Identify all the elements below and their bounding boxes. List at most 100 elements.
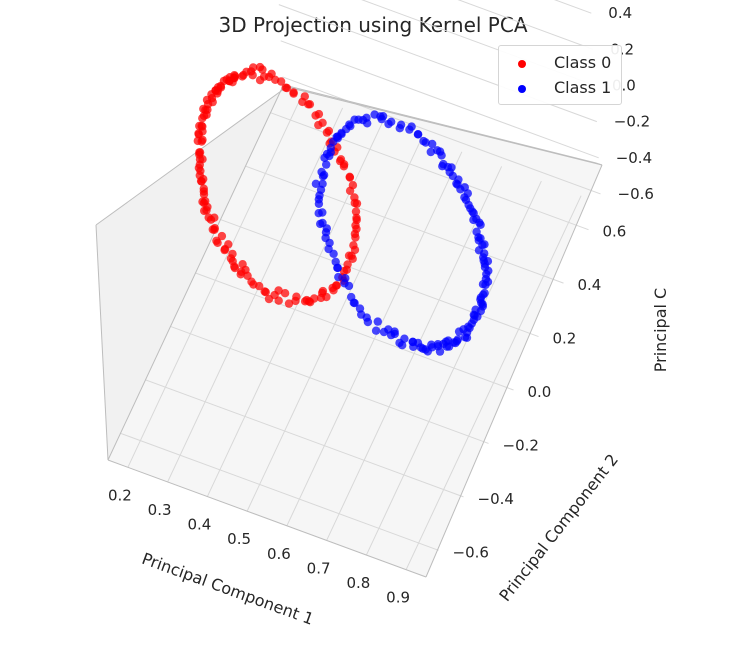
- class-0-point: [280, 289, 290, 298]
- x-tick-label-5: 0.7: [307, 559, 331, 577]
- class-0-point: [198, 155, 207, 164]
- y-grid-line-3: [195, 272, 514, 391]
- class-0-point: [352, 199, 362, 208]
- class-1-point: [344, 281, 354, 291]
- class-0-point: [276, 77, 286, 86]
- class-0-point: [228, 249, 237, 259]
- class-1-point: [463, 189, 472, 198]
- axis-edge-6: [595, 162, 603, 166]
- legend: Class 0 Class 1: [498, 45, 622, 105]
- class-0-point: [289, 89, 298, 98]
- class-1-point: [322, 160, 331, 169]
- class-1-point: [311, 179, 321, 188]
- class-1-point: [329, 249, 338, 258]
- class-1-point: [483, 257, 493, 266]
- class-1-point: [371, 326, 381, 335]
- class-0-point: [292, 292, 301, 301]
- class-1-point: [347, 292, 356, 302]
- class-1-point: [483, 277, 493, 286]
- axis-edge-1: [107, 85, 284, 461]
- class-0-point: [267, 69, 276, 79]
- class-0-point: [260, 287, 269, 296]
- class-0-point: [348, 181, 358, 190]
- class-1-point: [413, 130, 423, 139]
- y-axis-label: Principal Component 2: [495, 450, 622, 605]
- class-1-point: [476, 220, 485, 229]
- class-0-point: [217, 231, 227, 241]
- class-1-point: [315, 191, 324, 200]
- class-1-point: [341, 274, 350, 283]
- class-0-point: [349, 241, 358, 250]
- axis-edge-3: [425, 164, 603, 578]
- x-tick-label-2: 0.4: [187, 516, 211, 534]
- class-0-point: [249, 63, 258, 72]
- class-1-point: [396, 120, 406, 129]
- class-1-point: [376, 112, 385, 121]
- z-grid-line-back-1: [280, 40, 599, 159]
- y-tick-label-6: 0.6: [603, 223, 627, 241]
- left-pane: [96, 86, 288, 460]
- class-1-point: [326, 143, 335, 153]
- class-0-point: [284, 299, 294, 308]
- class-0-point: [208, 97, 217, 107]
- class-1-point: [345, 120, 354, 129]
- z-tick-label-5: 0.4: [608, 4, 632, 22]
- points-layer: [193, 62, 493, 356]
- y-grid-line-5: [245, 165, 564, 284]
- x-tick-label-1: 0.3: [148, 501, 172, 519]
- z-tick-label-2: −0.2: [614, 113, 650, 131]
- class-0-point: [255, 62, 265, 72]
- class-1-point: [426, 147, 435, 157]
- axis-edge-0: [107, 459, 427, 578]
- class-1-point: [390, 327, 399, 336]
- z-tick-label-1: −0.4: [616, 149, 652, 167]
- class-1-point: [333, 263, 342, 273]
- class-1-point: [333, 134, 342, 143]
- class-1-point: [318, 218, 327, 228]
- legend-label-class-0: Class 0: [554, 53, 612, 72]
- class-0-point: [318, 118, 327, 128]
- class-0-point: [352, 213, 361, 223]
- chart-title: 3D Projection using Kernel PCA: [218, 13, 527, 37]
- x-tick-label-4: 0.6: [267, 545, 291, 563]
- class-1-point: [325, 238, 334, 248]
- class-0-point: [305, 100, 315, 109]
- class-1-point: [384, 325, 393, 334]
- y-grid-line-0: [120, 432, 439, 551]
- class-0-point: [203, 202, 212, 212]
- class-1-point: [469, 315, 478, 325]
- class-1-point: [318, 179, 327, 188]
- class-0-point: [202, 110, 211, 120]
- class-0-point: [300, 92, 309, 101]
- z-axis-label: Principal C: [651, 288, 670, 372]
- legend-marker-class-1: [518, 85, 526, 93]
- axis-edge-2: [282, 85, 603, 166]
- class-1-point: [334, 272, 343, 282]
- class-1-point: [476, 234, 485, 243]
- class-0-point: [198, 127, 207, 136]
- x-tick-label-6: 0.8: [346, 574, 370, 592]
- tick-labels: 0.2 0.3 0.4 0.5 0.6 0.7 0.8 0.9 −0.6 −0.4 −0.2 0.0 0…: [108, 4, 654, 607]
- z-grid-line-back-4: [457, 0, 594, 50]
- class-1-point: [451, 338, 460, 348]
- grid-lines: [120, 0, 601, 570]
- class-1-point: [314, 199, 324, 208]
- class-0-point: [281, 83, 290, 92]
- class-1-point: [435, 147, 445, 156]
- class-1-point: [400, 334, 409, 343]
- z-grid-line-back-5: [554, 0, 592, 14]
- class-1-point: [350, 115, 359, 124]
- legend-marker-class-0: [518, 60, 526, 68]
- class-1-point: [398, 341, 407, 350]
- y-tick-label-5: 0.4: [578, 276, 602, 294]
- class-0-point: [328, 283, 337, 293]
- y-grid-line-1: [145, 379, 464, 498]
- class-0-point: [222, 75, 231, 84]
- class-1-point: [480, 240, 489, 249]
- class-1-point: [407, 122, 416, 131]
- class-1-point: [480, 249, 489, 258]
- class-0-point: [314, 109, 324, 119]
- class-1-point: [478, 302, 487, 311]
